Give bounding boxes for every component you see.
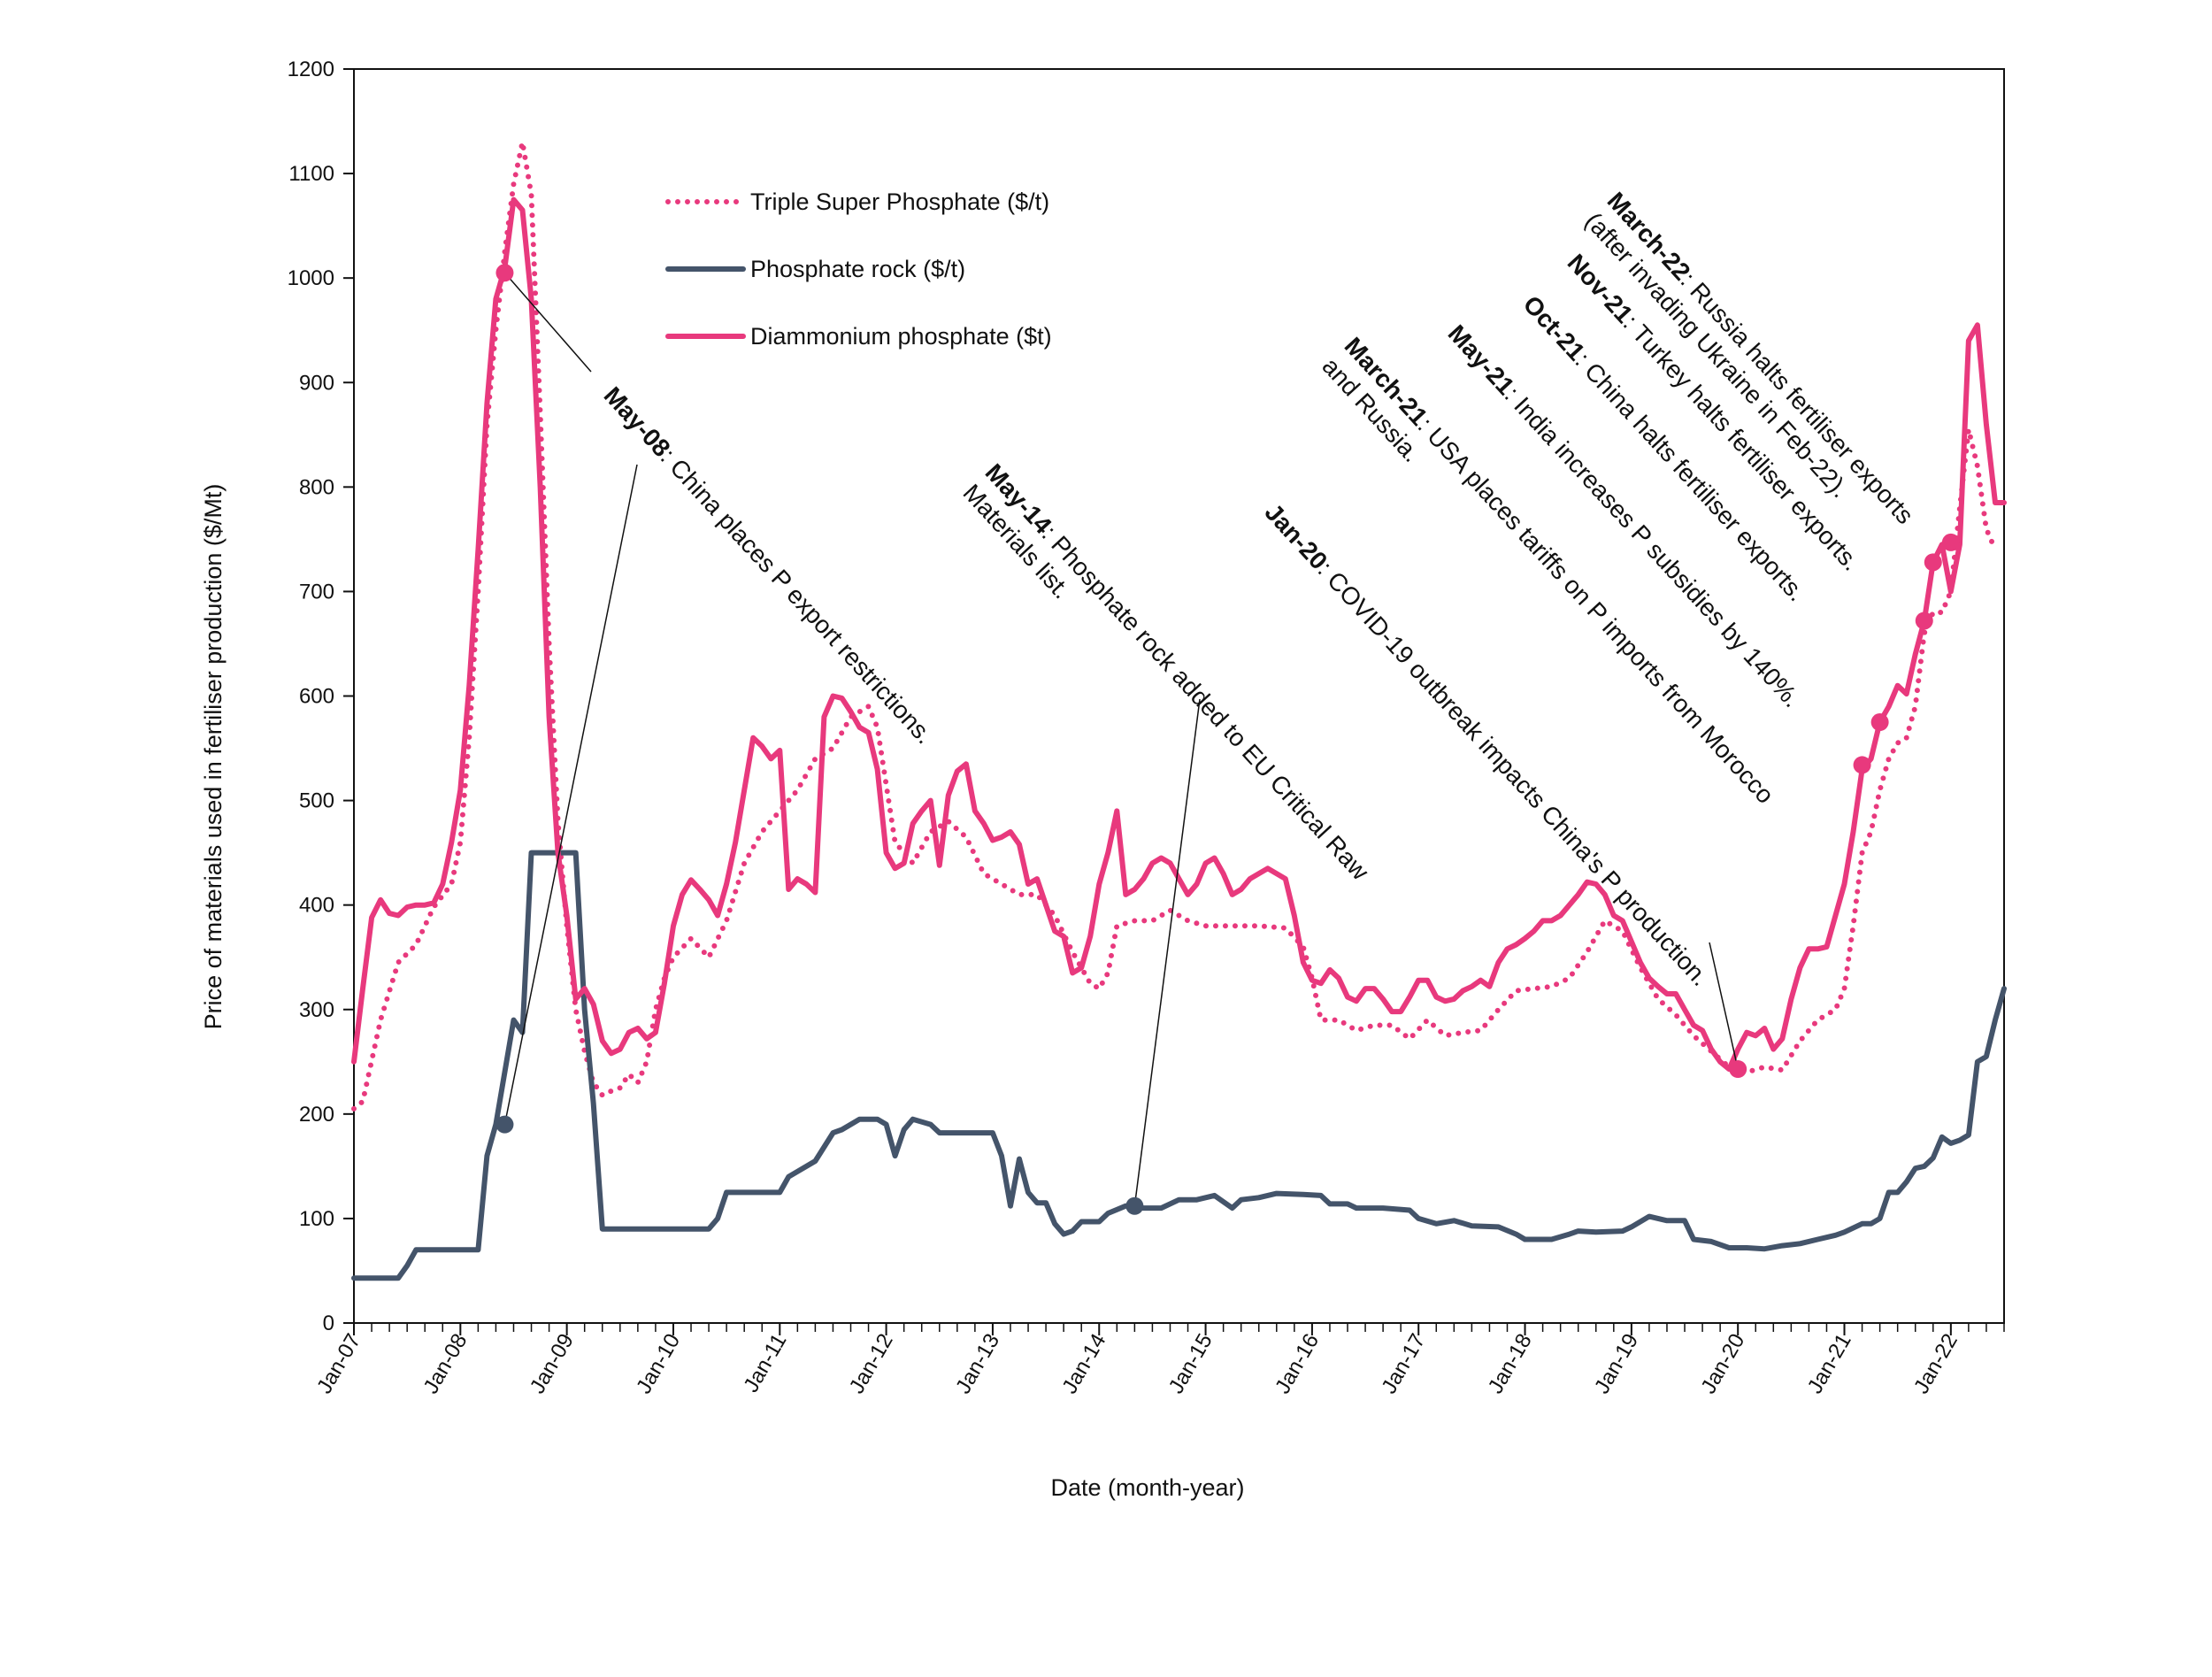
event-marker: [1125, 1196, 1144, 1215]
annotation-leader-line: [1133, 698, 1201, 1206]
y-tick-label: 1000: [288, 266, 334, 290]
annotation-leader-line: [503, 464, 638, 1125]
y-tick-label: 800: [299, 475, 334, 499]
annotation-leaders: [503, 272, 1739, 1206]
y-tick-label: 700: [299, 580, 334, 604]
legend: Triple Super Phosphate ($/t) Phosphate ro…: [665, 188, 1052, 350]
plot-frame: [353, 68, 2005, 1324]
event-marker: [1870, 713, 1889, 732]
x-tick-label: Jan-20: [1696, 1330, 1749, 1398]
x-tick-label: Jan-14: [1057, 1330, 1110, 1398]
annotation-0: May-08: China places P export restrictio…: [599, 381, 939, 749]
y-tick-label: 600: [299, 685, 334, 709]
annotation-leader-line: [1709, 942, 1739, 1070]
x-tick-label: Jan-19: [1590, 1330, 1643, 1398]
y-tick-label: 0: [323, 1312, 334, 1335]
annotation-text-line: May-14: Phosphate rock added to EU Criti…: [980, 458, 1375, 886]
y-tick-label: 400: [299, 894, 334, 918]
y-tick-label: 900: [299, 371, 334, 395]
legend-label: Triple Super Phosphate ($/t): [750, 188, 1049, 215]
event-marker: [1924, 553, 1942, 572]
annotation-text-line: Jan-20: COVID-19 outbreak impacts China'…: [1260, 498, 1715, 991]
series-line-triple-super-phosphate: [351, 139, 1998, 1112]
y-tick-label: 100: [299, 1207, 334, 1231]
event-marker: [1853, 756, 1871, 774]
series: [351, 139, 2007, 1281]
annotation-date: Oct-21: [1518, 290, 1591, 365]
annotation-text-line: May-08: China places P export restrictio…: [599, 381, 939, 749]
x-tick-label: Jan-21: [1803, 1330, 1856, 1398]
x-tick-label: Jan-15: [1164, 1330, 1217, 1398]
event-marker: [1915, 612, 1933, 630]
annotation-leader-line: [503, 272, 592, 373]
event-marker: [495, 1115, 514, 1134]
legend-label: Phosphate rock ($/t): [750, 256, 965, 282]
axes: 0 100 200 300 400 500 600 700 800 900 1000 1100 1200…: [288, 58, 2005, 1398]
x-tick-label: Jan-12: [845, 1330, 898, 1398]
x-tick-label: Jan-10: [632, 1330, 685, 1398]
x-tick-label: Jan-17: [1377, 1330, 1430, 1398]
y-tick-label: 200: [299, 1103, 334, 1127]
annotation-2: Jan-20: COVID-19 outbreak impacts China'…: [1260, 498, 1715, 991]
x-tick-label: Jan-18: [1484, 1330, 1537, 1398]
annotation-7: March-22: Russia halts fertiliser export…: [1580, 187, 1919, 529]
x-tick-label: Jan-13: [951, 1330, 1004, 1398]
annotation-date: May-21: [1443, 319, 1520, 400]
legend-label: Diammonium phosphate ($t): [750, 323, 1052, 350]
annotation-1: May-14: Phosphate rock added to EU Criti…: [958, 458, 1375, 886]
y-axis-title: Price of materials used in fertiliser pr…: [200, 484, 227, 1030]
annotations: May-08: China places P export restrictio…: [599, 187, 1919, 991]
series-line-phosphate-rock: [351, 850, 2007, 1281]
event-marker: [1941, 533, 1960, 551]
x-tick-label: Jan-11: [739, 1330, 791, 1397]
x-axis-title: Date (month-year): [1050, 1474, 1244, 1501]
x-tick-label: Jan-22: [1909, 1330, 1962, 1398]
annotation-text-line: (after invading Ukraine in Feb-22).: [1580, 207, 1855, 503]
annotation-date: Jan-20: [1260, 498, 1333, 574]
annotation-date: May-08: [599, 381, 676, 462]
y-tick-label: 300: [299, 998, 334, 1022]
event-markers: [495, 264, 1960, 1215]
y-tick-label: 1100: [288, 162, 334, 186]
annotation-description: : China places P export restrictions.: [656, 443, 939, 749]
series-line-diammonium-phosphate: [351, 196, 2007, 1073]
x-tick-label: Jan-07: [312, 1330, 365, 1398]
x-tick-label: Jan-08: [419, 1330, 472, 1398]
x-tick-label: Jan-09: [526, 1330, 579, 1398]
event-marker: [495, 264, 514, 282]
y-tick-label: 500: [299, 789, 334, 813]
y-tick-label: 1200: [288, 58, 334, 81]
x-tick-label: Jan-16: [1271, 1330, 1324, 1398]
annotation-description: : COVID-19 outbreak impacts China's P pr…: [1313, 557, 1715, 992]
event-marker: [1729, 1060, 1747, 1079]
